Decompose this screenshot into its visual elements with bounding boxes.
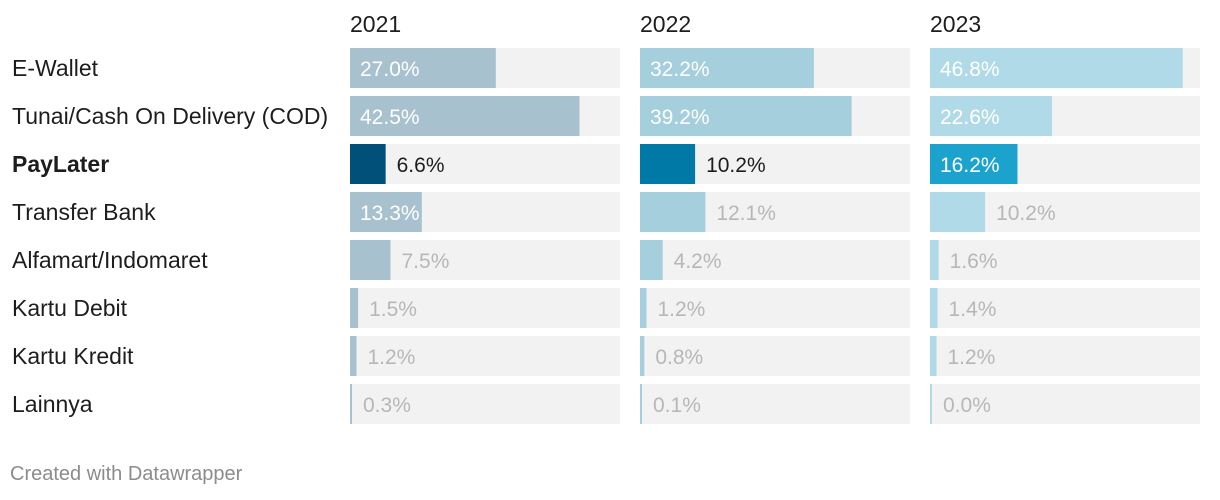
bar-track [350,144,620,184]
category-label: Kartu Debit [12,295,128,321]
bar [640,48,814,88]
value-label: 10.2% [706,154,766,177]
value-label: 1.2% [657,298,705,321]
value-label: 39.2% [650,106,710,129]
bar-track [930,288,1200,328]
bar [640,336,645,376]
bar-track [930,240,1200,280]
bar [640,384,642,424]
bar-track [350,336,620,376]
bar-track [640,240,910,280]
bar [640,240,663,280]
category-label: Alfamart/Indomaret [12,247,208,273]
bar [640,144,696,184]
value-label: 1.6% [950,250,998,273]
bar [930,288,938,328]
value-label: 10.2% [996,202,1056,225]
year-label: 2022 [640,11,691,37]
bar [930,240,939,280]
value-label: 1.2% [367,346,415,369]
value-label: 1.5% [369,298,417,321]
category-label: Tunai/Cash On Delivery (COD) [12,103,328,129]
footer-credit: Created with Datawrapper [10,463,243,485]
bar-track [350,384,620,424]
value-label: 4.2% [674,250,722,273]
value-label: 1.2% [947,346,995,369]
bar [930,192,986,232]
bar [640,96,852,136]
value-label: 0.0% [943,394,991,417]
value-label: 12.1% [716,202,776,225]
bar [350,192,422,232]
category-label: Transfer Bank [12,199,156,225]
bar-track [640,288,910,328]
bar [350,384,352,424]
year-label: 2021 [350,11,401,37]
chart-canvas: E-Wallet Tunai/Cash On Delivery (COD) PayL… [12,11,1200,424]
value-label: 16.2% [940,154,1000,177]
bar [930,144,1018,184]
bar [930,336,937,376]
bar [350,96,580,136]
value-label: 6.6% [397,154,445,177]
bar-track [930,384,1200,424]
category-label: Kartu Kredit [12,343,134,369]
category-label: E-Wallet [12,55,99,81]
value-label: 46.8% [940,58,1000,81]
value-label: 7.5% [402,250,450,273]
bar [930,384,932,424]
bar [350,240,391,280]
bar-track [350,288,620,328]
value-label: 32.2% [650,58,710,81]
value-label: 0.3% [363,394,411,417]
bar [350,144,386,184]
bar-track [350,240,620,280]
bar [350,48,496,88]
value-label: 0.8% [655,346,703,369]
bar [640,192,706,232]
bar [930,48,1183,88]
value-label: 27.0% [360,58,420,81]
value-label: 42.5% [360,106,420,129]
value-label: 22.6% [940,106,1000,129]
bar [350,336,357,376]
bar [640,288,647,328]
value-label: 13.3% [360,202,420,225]
bar [930,96,1053,136]
bar-track [640,336,910,376]
category-label: Lainnya [12,391,93,417]
bar [350,288,359,328]
value-label: 1.4% [949,298,997,321]
value-label: 0.1% [653,394,701,417]
bar-track [930,336,1200,376]
bar-track [640,384,910,424]
category-label: PayLater [12,151,109,177]
year-label: 2023 [930,11,981,37]
